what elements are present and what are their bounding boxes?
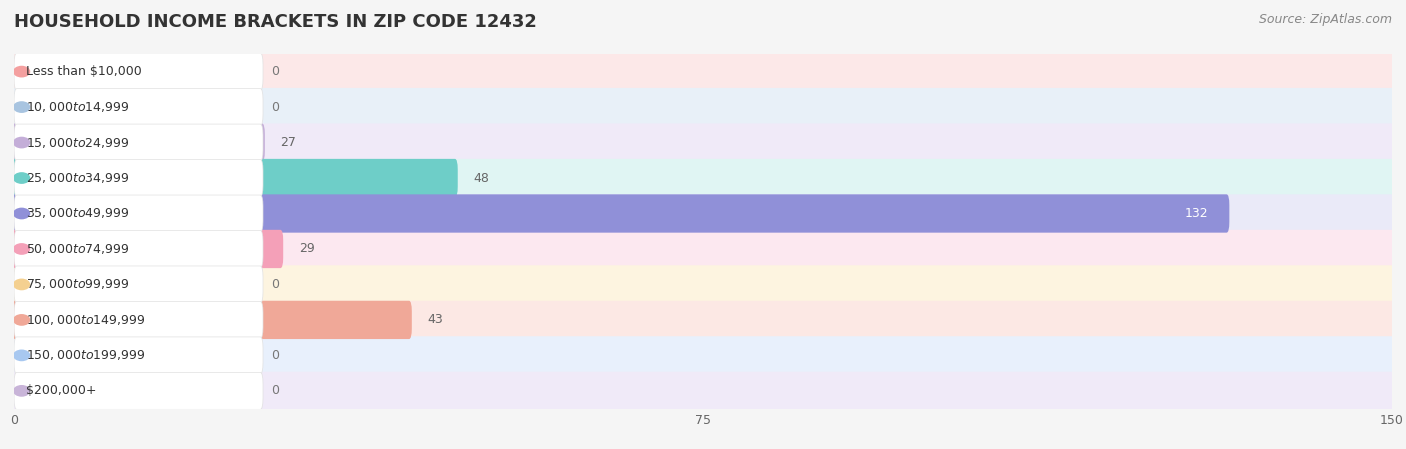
Text: Source: ZipAtlas.com: Source: ZipAtlas.com: [1258, 13, 1392, 26]
Text: 29: 29: [299, 242, 315, 255]
Text: $200,000+: $200,000+: [27, 384, 97, 397]
FancyBboxPatch shape: [11, 123, 264, 162]
Text: 27: 27: [280, 136, 297, 149]
Text: $15,000 to $24,999: $15,000 to $24,999: [27, 136, 129, 150]
Text: $100,000 to $149,999: $100,000 to $149,999: [27, 313, 146, 327]
FancyBboxPatch shape: [14, 93, 1392, 121]
Text: $150,000 to $199,999: $150,000 to $199,999: [27, 348, 146, 362]
Ellipse shape: [13, 101, 31, 113]
FancyBboxPatch shape: [14, 266, 263, 303]
Text: $25,000 to $34,999: $25,000 to $34,999: [27, 171, 129, 185]
FancyBboxPatch shape: [14, 88, 263, 126]
Ellipse shape: [13, 243, 31, 255]
FancyBboxPatch shape: [14, 57, 1392, 86]
FancyBboxPatch shape: [14, 377, 1392, 405]
FancyBboxPatch shape: [14, 195, 263, 232]
FancyBboxPatch shape: [14, 306, 1392, 334]
FancyBboxPatch shape: [14, 270, 1392, 299]
FancyBboxPatch shape: [11, 88, 1395, 126]
FancyBboxPatch shape: [11, 265, 1395, 304]
Ellipse shape: [13, 314, 31, 326]
Ellipse shape: [13, 66, 31, 78]
Text: 132: 132: [1185, 207, 1208, 220]
Text: $50,000 to $74,999: $50,000 to $74,999: [27, 242, 129, 256]
FancyBboxPatch shape: [14, 341, 1392, 370]
FancyBboxPatch shape: [11, 194, 1395, 233]
FancyBboxPatch shape: [14, 372, 263, 409]
FancyBboxPatch shape: [14, 337, 263, 374]
Text: 0: 0: [271, 65, 280, 78]
FancyBboxPatch shape: [11, 301, 1395, 339]
FancyBboxPatch shape: [14, 128, 1392, 157]
FancyBboxPatch shape: [14, 159, 263, 197]
FancyBboxPatch shape: [11, 53, 1395, 91]
FancyBboxPatch shape: [11, 301, 412, 339]
FancyBboxPatch shape: [14, 199, 1392, 228]
FancyBboxPatch shape: [11, 123, 1395, 162]
FancyBboxPatch shape: [11, 372, 1395, 410]
Ellipse shape: [13, 385, 31, 397]
Ellipse shape: [13, 349, 31, 361]
Text: 48: 48: [474, 172, 489, 185]
Text: $10,000 to $14,999: $10,000 to $14,999: [27, 100, 129, 114]
FancyBboxPatch shape: [11, 336, 1395, 374]
FancyBboxPatch shape: [14, 53, 263, 90]
Text: 43: 43: [427, 313, 443, 326]
FancyBboxPatch shape: [11, 159, 1395, 197]
FancyBboxPatch shape: [14, 235, 1392, 263]
Text: 0: 0: [271, 278, 280, 291]
Ellipse shape: [13, 207, 31, 220]
FancyBboxPatch shape: [14, 301, 263, 339]
FancyBboxPatch shape: [11, 194, 1229, 233]
Text: $35,000 to $49,999: $35,000 to $49,999: [27, 207, 129, 220]
FancyBboxPatch shape: [11, 230, 1395, 268]
Text: 0: 0: [271, 384, 280, 397]
FancyBboxPatch shape: [14, 230, 263, 268]
Ellipse shape: [13, 278, 31, 291]
Text: HOUSEHOLD INCOME BRACKETS IN ZIP CODE 12432: HOUSEHOLD INCOME BRACKETS IN ZIP CODE 12…: [14, 13, 537, 31]
FancyBboxPatch shape: [11, 230, 283, 268]
Text: $75,000 to $99,999: $75,000 to $99,999: [27, 277, 129, 291]
FancyBboxPatch shape: [11, 159, 458, 197]
Text: Less than $10,000: Less than $10,000: [27, 65, 142, 78]
Ellipse shape: [13, 172, 31, 184]
Text: 0: 0: [271, 349, 280, 362]
Text: 0: 0: [271, 101, 280, 114]
Ellipse shape: [13, 136, 31, 149]
FancyBboxPatch shape: [14, 124, 263, 161]
FancyBboxPatch shape: [14, 164, 1392, 192]
